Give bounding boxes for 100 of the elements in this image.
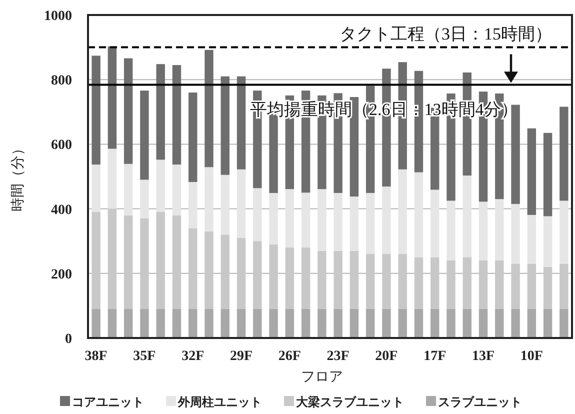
bar — [318, 250, 326, 309]
bar — [124, 308, 133, 338]
bar — [92, 308, 100, 338]
y-axis-title: 時間（分） — [10, 142, 26, 212]
bar — [172, 164, 182, 216]
bar — [462, 176, 472, 258]
bar — [560, 308, 568, 338]
bar — [350, 97, 359, 197]
bar — [350, 308, 359, 338]
bar — [204, 308, 214, 338]
bar — [236, 169, 246, 238]
y-tick-label: 600 — [51, 138, 72, 154]
legend-label: コアユニット — [72, 395, 144, 409]
bar — [543, 132, 552, 216]
bar — [156, 308, 165, 338]
bar — [414, 257, 424, 309]
bar — [495, 199, 504, 260]
bar — [156, 160, 165, 212]
y-tick-label: 400 — [51, 202, 72, 218]
bar — [334, 308, 342, 338]
bar — [253, 241, 262, 309]
bar — [527, 308, 536, 338]
bar — [318, 189, 326, 251]
bar — [495, 308, 504, 338]
bar — [156, 64, 165, 160]
x-tick-label: 17F — [424, 349, 446, 364]
bar — [236, 308, 246, 338]
x-tick-label: 32F — [182, 349, 204, 364]
bar — [269, 192, 278, 244]
bar — [188, 182, 198, 228]
bar — [140, 180, 149, 218]
bar — [543, 216, 552, 267]
bar — [430, 308, 440, 338]
bar — [220, 76, 230, 175]
ref-line-label: タクト工程（3日：15時間） — [340, 24, 552, 44]
bar — [414, 70, 424, 172]
bar — [172, 215, 182, 309]
bar — [188, 308, 198, 338]
bar — [511, 104, 520, 204]
bar — [253, 188, 262, 242]
bar — [334, 250, 342, 309]
y-tick-label: 1000 — [44, 9, 72, 24]
bar — [560, 200, 568, 264]
bar — [398, 308, 407, 338]
bar — [108, 208, 117, 309]
bar — [430, 257, 440, 309]
y-tick-label: 200 — [51, 267, 72, 282]
bar — [220, 234, 230, 309]
bar — [560, 264, 568, 309]
bar — [478, 202, 488, 260]
bar — [527, 128, 536, 215]
x-tick-label: 26F — [278, 349, 301, 364]
bar — [366, 254, 375, 309]
x-tick-label: 23F — [326, 349, 350, 364]
bar — [414, 172, 424, 258]
bar — [140, 218, 149, 309]
legend-label: 外周柱ユニット — [177, 395, 262, 409]
bar — [350, 196, 359, 251]
bar — [560, 106, 568, 201]
bar — [188, 228, 198, 309]
x-tick-label: 10F — [520, 349, 543, 364]
bar — [527, 264, 536, 309]
bar — [253, 308, 262, 338]
bar — [172, 308, 182, 338]
bar — [414, 308, 424, 338]
bar — [430, 190, 440, 258]
bar — [172, 65, 182, 165]
bar — [382, 186, 391, 254]
bar — [204, 231, 214, 309]
bar — [511, 264, 520, 309]
bar — [204, 167, 214, 232]
bar — [350, 250, 359, 309]
x-tick-label: 38F — [84, 349, 108, 364]
bar — [92, 164, 100, 212]
y-tick-label: 0 — [65, 332, 72, 347]
bar — [318, 308, 326, 338]
bar — [269, 244, 278, 309]
bar — [124, 58, 133, 164]
bar — [382, 254, 391, 309]
bar — [236, 76, 246, 170]
bar — [269, 308, 278, 338]
bar — [220, 308, 230, 338]
bar — [285, 308, 294, 338]
bar — [446, 308, 456, 338]
bar — [220, 174, 230, 235]
x-tick-label: 29F — [230, 349, 253, 364]
bar — [108, 148, 117, 209]
legend-label: スラブユニット — [438, 395, 522, 409]
bar — [140, 90, 149, 180]
legend-label: 大梁スラブユニット — [296, 395, 404, 409]
bar — [446, 260, 456, 309]
bar — [382, 308, 391, 338]
bar — [495, 260, 504, 309]
bar — [478, 308, 488, 338]
bar — [462, 257, 472, 309]
x-tick-label: 35F — [133, 349, 156, 364]
bar — [511, 308, 520, 338]
x-axis-title: フロア — [301, 369, 343, 385]
bar — [398, 254, 407, 309]
bar — [124, 164, 133, 216]
